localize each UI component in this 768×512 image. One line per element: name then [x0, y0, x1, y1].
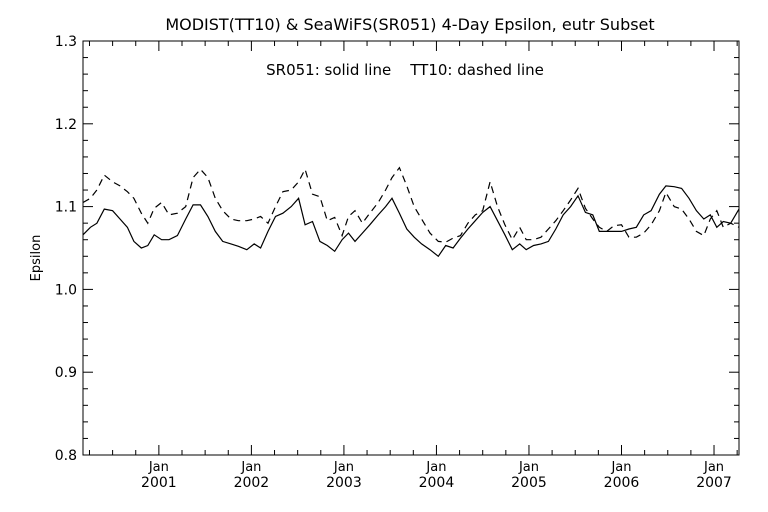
chart-title: MODIST(TT10) & SeaWiFS(SR051) 4-Day Epsi…	[165, 15, 654, 34]
x-tick-year: 2005	[511, 475, 547, 491]
x-tick-month: Jan	[333, 460, 354, 475]
x-tick-year: 2002	[234, 475, 270, 491]
x-tick-month: Jan	[518, 460, 539, 475]
x-axis: Jan2001Jan2002Jan2003Jan2004Jan2005Jan20…	[88, 41, 738, 491]
x-tick-year: 2003	[326, 475, 362, 491]
legend-annotation: SR051: solid line TT10: dashed line	[266, 61, 544, 79]
series-line-sr051	[82, 185, 740, 258]
y-tick-label: 1.2	[55, 117, 77, 133]
x-tick-month: Jan	[610, 460, 631, 475]
y-axis-label: Epsilon	[29, 235, 44, 282]
y-tick-label: 0.8	[55, 448, 77, 464]
x-tick-year: 2007	[696, 475, 732, 491]
x-tick-year: 2006	[604, 475, 640, 491]
plot-frame	[82, 40, 740, 456]
y-tick-label: 1.0	[55, 282, 77, 298]
y-tick-label: 0.9	[55, 365, 77, 381]
x-tick-month: Jan	[240, 460, 261, 475]
series-layer	[82, 166, 740, 258]
y-axis: 0.8 0.9 1.0 1.1 1.2 1.3	[55, 34, 739, 464]
x-tick-month: Jan	[703, 460, 724, 475]
series-line-tt10	[82, 166, 740, 243]
y-tick-label: 1.3	[55, 34, 77, 50]
y-tick-label: 1.1	[55, 200, 77, 216]
x-tick-month: Jan	[148, 460, 169, 475]
x-tick-year: 2001	[141, 475, 177, 491]
x-tick-month: Jan	[425, 460, 446, 475]
x-tick-year: 2004	[419, 475, 455, 491]
